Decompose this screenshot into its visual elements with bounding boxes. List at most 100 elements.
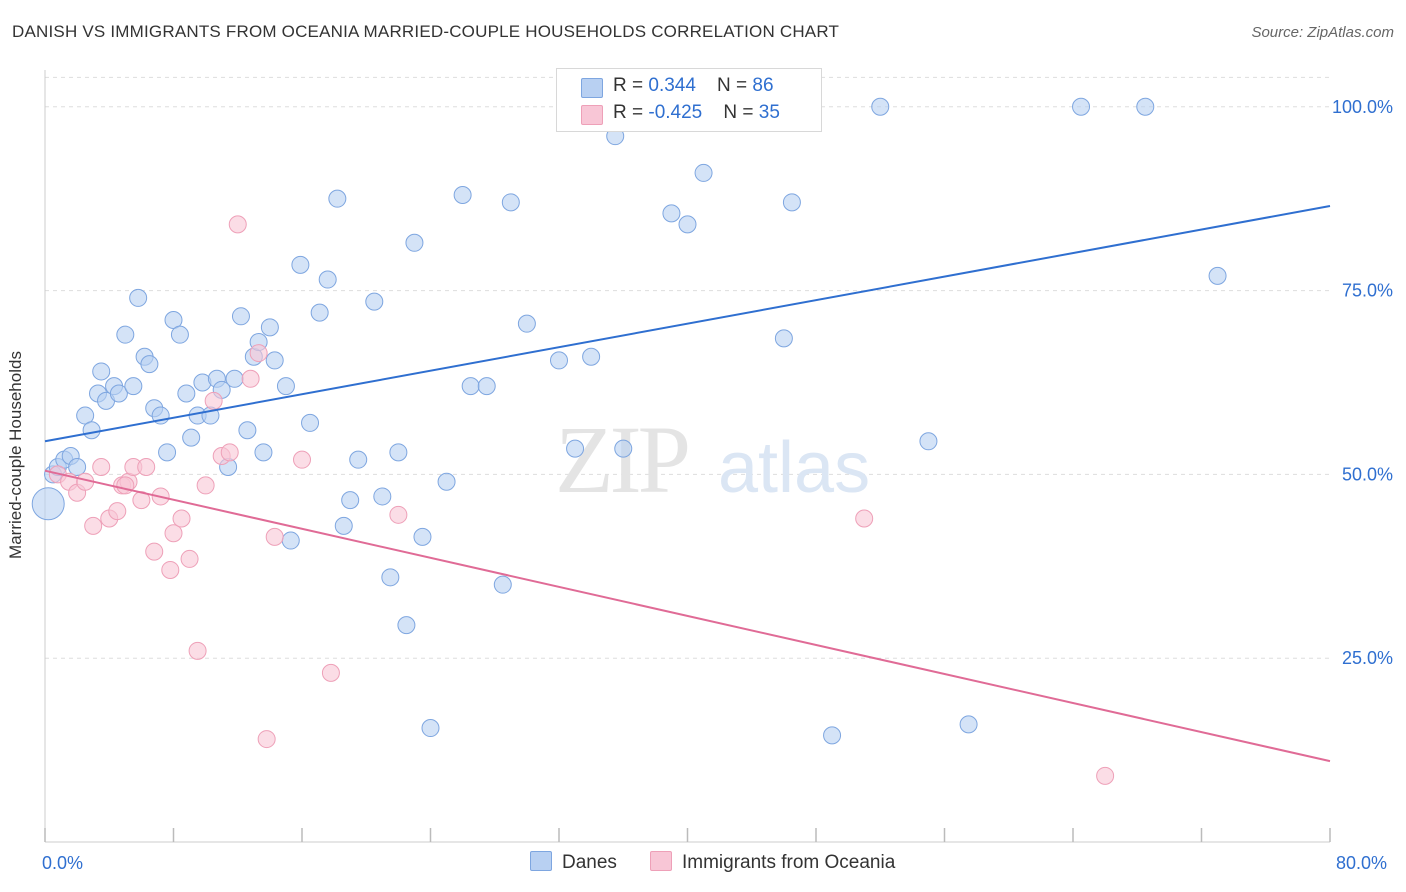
point-oceania bbox=[228, 215, 247, 234]
legend-swatch-danes bbox=[581, 78, 603, 98]
chart-title: DANISH VS IMMIGRANTS FROM OCEANIA MARRIE… bbox=[12, 22, 840, 41]
point-danes bbox=[82, 421, 101, 440]
trend-line-oceania bbox=[44, 469, 1331, 763]
point-danes bbox=[265, 351, 284, 370]
point-danes bbox=[694, 163, 713, 182]
bottom-legend-label-danes: Danes bbox=[562, 852, 617, 873]
legend-r-value: 0.344 bbox=[648, 75, 696, 96]
point-danes bbox=[365, 292, 384, 311]
point-danes bbox=[170, 325, 189, 344]
point-danes bbox=[140, 355, 159, 374]
point-danes bbox=[421, 719, 440, 738]
point-oceania bbox=[164, 524, 183, 543]
point-danes bbox=[1136, 97, 1155, 116]
point-danes bbox=[453, 185, 472, 204]
y-tick-labels: 25.0% 50.0% 75.0% 100.0% bbox=[1332, 97, 1393, 668]
y-tick-label: 50.0% bbox=[1342, 464, 1393, 484]
bottom-legend-oceania: Immigrants from Oceania bbox=[650, 851, 895, 874]
point-danes bbox=[341, 491, 360, 510]
point-danes bbox=[373, 487, 392, 506]
point-danes bbox=[566, 439, 585, 458]
point-danes bbox=[501, 193, 520, 212]
x-tick-label-max: 80.0% bbox=[1336, 853, 1388, 873]
point-danes bbox=[334, 516, 353, 535]
bottom-legend-danes: Danes bbox=[530, 851, 617, 874]
point-danes bbox=[291, 255, 310, 274]
point-oceania bbox=[293, 450, 311, 469]
point-danes bbox=[774, 329, 793, 348]
watermark-zip: ZIP bbox=[555, 406, 688, 513]
point-danes bbox=[276, 377, 295, 396]
legend-swatch-oceania bbox=[581, 105, 603, 125]
point-oceania bbox=[116, 476, 135, 495]
point-danes bbox=[260, 318, 279, 337]
point-danes bbox=[116, 325, 135, 344]
bottom-legend-swatch-oceania bbox=[650, 851, 672, 871]
point-oceania bbox=[108, 502, 127, 521]
watermark: ZIP atlas bbox=[555, 406, 870, 513]
point-danes bbox=[238, 421, 257, 440]
point-danes bbox=[678, 215, 697, 234]
point-oceania bbox=[321, 663, 340, 682]
point-danes bbox=[477, 377, 496, 396]
point-danes bbox=[397, 616, 416, 635]
point-danes bbox=[662, 204, 681, 223]
bottom-legend-swatch-danes bbox=[530, 851, 552, 871]
legend-n-value: 86 bbox=[752, 75, 774, 96]
point-danes bbox=[871, 97, 890, 116]
point-oceania bbox=[188, 641, 207, 660]
point-oceania bbox=[257, 730, 276, 749]
correlation-legend: R = 0.344 N = 86 R = -0.425 N = 35 bbox=[556, 68, 822, 132]
point-danes bbox=[68, 458, 87, 477]
point-danes bbox=[413, 527, 432, 546]
point-danes bbox=[177, 384, 196, 403]
point-danes bbox=[109, 384, 128, 403]
point-danes bbox=[182, 428, 201, 447]
point-oceania bbox=[249, 344, 268, 363]
point-danes bbox=[225, 369, 244, 388]
point-oceania bbox=[84, 516, 103, 535]
point-oceania bbox=[1096, 766, 1115, 785]
point-oceania bbox=[180, 549, 199, 568]
trend-line-danes bbox=[44, 205, 1331, 443]
point-oceania bbox=[137, 458, 156, 477]
point-oceania bbox=[220, 443, 239, 462]
point-oceania bbox=[204, 391, 223, 410]
point-danes bbox=[517, 314, 536, 333]
watermark-atlas: atlas bbox=[718, 428, 870, 508]
point-oceania bbox=[265, 527, 284, 546]
point-danes bbox=[461, 377, 480, 396]
point-danes bbox=[231, 307, 250, 326]
point-oceania bbox=[161, 560, 180, 579]
point-danes bbox=[389, 443, 408, 462]
point-danes bbox=[381, 568, 400, 587]
point-oceania bbox=[172, 509, 191, 528]
point-oceania bbox=[145, 542, 164, 561]
bottom-legend-label-oceania: Immigrants from Oceania bbox=[682, 852, 896, 873]
point-danes bbox=[782, 193, 801, 212]
point-danes bbox=[437, 472, 456, 491]
point-danes bbox=[1072, 97, 1091, 116]
point-danes bbox=[919, 432, 938, 451]
point-danes bbox=[405, 233, 424, 252]
point-danes bbox=[493, 575, 512, 594]
point-oceania bbox=[855, 509, 874, 528]
x-tick-label-min: 0.0% bbox=[42, 853, 84, 873]
point-danes bbox=[823, 726, 842, 745]
point-danes bbox=[959, 715, 978, 734]
point-danes bbox=[254, 443, 273, 462]
trend-lines bbox=[44, 205, 1331, 763]
legend-r-label: R = bbox=[613, 102, 649, 123]
point-danes bbox=[349, 450, 368, 469]
point-oceania bbox=[196, 476, 215, 495]
point-danes bbox=[31, 487, 65, 521]
point-danes bbox=[614, 439, 633, 458]
y-tick-label: 75.0% bbox=[1342, 281, 1393, 301]
point-oceania bbox=[241, 369, 260, 388]
point-oceania bbox=[92, 458, 111, 477]
grid-lines bbox=[45, 76, 1330, 659]
y-tick-label: 25.0% bbox=[1342, 648, 1393, 668]
point-danes bbox=[328, 189, 347, 208]
y-tick-label: 100.0% bbox=[1332, 97, 1393, 117]
point-danes bbox=[124, 377, 143, 396]
